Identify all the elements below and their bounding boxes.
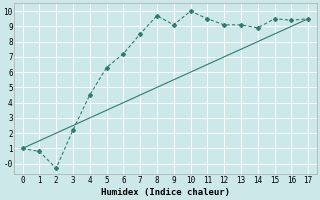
X-axis label: Humidex (Indice chaleur): Humidex (Indice chaleur) (101, 188, 230, 197)
